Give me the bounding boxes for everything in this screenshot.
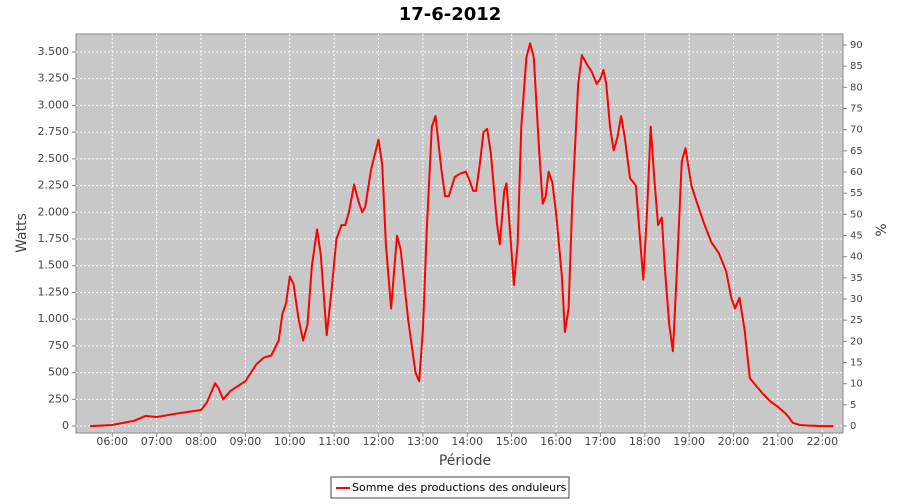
x-tick-label: 11:00 [318,435,350,448]
y2-tick-label: 90 [850,40,863,51]
y2-tick-label: 70 [850,125,863,136]
y-tick-label: 500 [48,366,69,379]
x-tick-label: 18:00 [629,435,661,448]
y-tick-label: 0 [62,419,69,432]
x-axis-label: Période [439,453,491,469]
x-tick-label: 22:00 [806,435,838,448]
y2-tick-label: 75 [850,104,863,115]
x-tick-label: 07:00 [141,435,173,448]
y2-tick-label: 60 [850,167,863,178]
y-tick-label: 3.250 [38,72,70,85]
y2-tick-label: 80 [850,82,863,93]
y2-axis-label: % [874,223,890,236]
y2-tick-label: 55 [850,188,863,199]
x-tick-label: 19:00 [673,435,705,448]
y-tick-label: 2.750 [38,125,70,138]
chart-title: 17-6-2012 [399,4,502,25]
y2-tick-label: 85 [850,61,863,72]
x-tick-label: 06:00 [96,435,128,448]
x-tick-label: 09:00 [230,435,262,448]
y2-tick-label: 40 [850,252,863,263]
x-tick-label: 12:00 [363,435,395,448]
plot-area [75,33,844,434]
x-tick-label: 13:00 [407,435,439,448]
y-tick-label: 250 [48,392,69,405]
y2-tick-label: 30 [850,294,863,305]
y2-tick-label: 45 [850,231,863,242]
y-tick-label: 1.000 [38,312,70,325]
y-axis-label: Watts [14,213,30,253]
y2-tick-label: 25 [850,315,863,326]
y2-tick-label: 5 [850,400,856,411]
x-tick-label: 14:00 [451,435,483,448]
x-tick-label: 16:00 [540,435,572,448]
y2-tick-label: 20 [850,336,863,347]
y-tick-label: 1.500 [38,259,70,272]
y-tick-label: 750 [48,339,69,352]
y2-tick-label: 10 [850,379,863,390]
y2-tick-label: 35 [850,273,863,284]
y-tick-label: 1.750 [38,232,70,245]
legend [330,476,570,499]
x-tick-label: 17:00 [585,435,617,448]
y-tick-label: 2.500 [38,152,70,165]
y-tick-label: 1.250 [38,285,70,298]
y-tick-label: 3.500 [38,45,70,58]
x-tick-label: 08:00 [185,435,217,448]
x-tick-label: 21:00 [762,435,794,448]
y-tick-label: 2.000 [38,205,70,218]
y2-tick-label: 50 [850,209,863,220]
y2-tick-label: 65 [850,146,863,157]
y2-tick-label: 0 [850,421,856,432]
data-line [90,42,834,428]
y-tick-label: 3.000 [38,98,70,111]
y-tick-label: 2.250 [38,179,70,192]
y2-tick-label: 15 [850,358,863,369]
x-tick-label: 10:00 [274,435,306,448]
legend-label: Somme des productions des onduleurs [352,481,567,494]
x-tick-label: 15:00 [496,435,528,448]
x-tick-label: 20:00 [718,435,750,448]
